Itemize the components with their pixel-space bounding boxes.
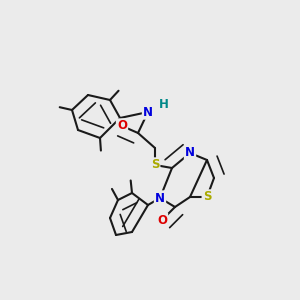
- Text: N: N: [143, 106, 153, 118]
- Text: S: S: [203, 190, 211, 203]
- Text: O: O: [157, 214, 167, 226]
- Text: N: N: [155, 191, 165, 205]
- Text: N: N: [185, 146, 195, 160]
- Text: H: H: [159, 98, 169, 110]
- Text: S: S: [151, 158, 159, 172]
- Text: O: O: [117, 119, 127, 133]
